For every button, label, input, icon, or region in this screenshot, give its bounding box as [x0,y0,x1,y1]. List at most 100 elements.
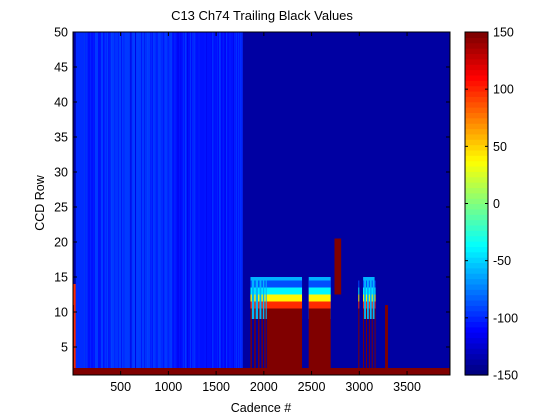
heatmap-cell [129,32,131,368]
colorbar-segment [465,246,488,253]
heatmap-cell [358,294,360,302]
heatmap-cell [155,32,157,368]
heatmap-cell [90,32,92,368]
heatmap-cell [374,308,376,375]
heatmap-cell [374,294,376,302]
y-tick-label: 50 [54,26,68,40]
colorbar-segment [465,353,488,360]
heatmap-cell [258,301,260,309]
heatmap-cell [371,280,373,288]
y-tick-label: 5 [61,341,68,355]
heatmap-cell [308,308,331,375]
heatmap-cell [250,287,252,295]
colorbar-segment [465,96,488,103]
heatmap-cell [368,301,370,309]
heatmap-cell [168,32,170,368]
heatmap-cell [258,294,260,302]
heatmap-cell [308,294,331,302]
y-tick-label: 40 [54,96,68,110]
y-axis-ticks: 5 10 15 20 25 30 35 40 45 50 [54,26,450,355]
y-tick-label: 35 [54,131,68,145]
heatmap-cell [254,308,256,375]
heatmap-cell [198,32,200,368]
colorbar-segment [465,219,488,226]
x-tick-label: 2000 [250,380,278,394]
heatmap-cell [204,32,206,368]
colorbar-segment [465,165,488,172]
heatmap-cell [123,32,124,368]
heatmap-cell [358,308,360,375]
heatmap-cell [365,287,367,295]
heatmap-cell [365,301,367,309]
colorbar-segment [465,305,488,312]
heatmap-cell [212,32,214,368]
colorbar-segment [465,90,488,97]
colorbar-segment [465,208,488,215]
heatmap-cell [234,32,236,368]
colorbar-segment [465,299,488,306]
heatmap-cell [170,32,172,368]
heatmap-cell [116,32,117,368]
colorbar-segment [465,187,488,194]
colorbar-segment [465,310,488,317]
heatmap-cell [374,301,376,309]
colorbar-segment [465,64,488,71]
heatmap-cell [261,301,263,309]
heatmap-cell [363,301,365,309]
heatmap-cell [146,32,148,368]
heatmap-cell [258,280,260,288]
heatmap-cell [371,308,373,375]
x-tick-label: 3000 [345,380,373,394]
heatmap-cell [184,32,186,368]
heatmap-cell [363,280,365,288]
colorbar-segment [465,149,488,156]
colorbar-segment [465,257,488,264]
heatmap-cell [254,280,256,288]
colorbar-segment [465,101,488,108]
heatmap-cell [194,32,196,368]
colorbar-segment [465,273,488,280]
heatmap-cell [308,287,331,295]
heatmap-cell [160,32,162,368]
heatmap-cell [167,32,169,368]
colorbar-segment [465,235,488,242]
heatmap-cell [73,305,75,368]
heatmap-cell [177,32,178,368]
y-tick-label: 30 [54,166,68,180]
colorbar-segment [465,198,488,205]
heatmap-cell [191,32,193,368]
heatmap-cell [254,301,256,309]
heatmap-cell [121,32,122,368]
colorbar-segment [465,53,488,60]
heatmap-cell [144,32,146,368]
heatmap-cell [266,301,303,309]
colorbar-segment [465,251,488,258]
heatmap-cell [365,308,367,375]
heatmap-cell [250,280,252,288]
heatmap-cell [358,301,360,309]
x-axis-label: Cadence # [231,401,292,415]
chart-title: C13 Ch74 Trailing Black Values [171,8,353,23]
heatmap-cell [334,238,342,295]
heatmap-cell [233,32,234,368]
y-axis-label: CCD Row [33,174,47,231]
heatmap-cell [219,32,221,368]
heatmap-cell [371,287,373,295]
heatmap-cell [254,287,256,295]
x-tick-label: 2500 [298,380,326,394]
heatmap-cell [183,32,184,368]
heatmap-cell [130,32,132,368]
heatmap-cell [165,32,167,368]
heatmap-cell [371,301,373,309]
colorbar-segment [465,32,488,38]
colorbar-segment [465,192,488,199]
heatmap-cell [131,32,133,368]
heatmap-cell [85,32,86,368]
heatmap-cell [363,308,365,375]
colorbar-segment [465,133,488,140]
heatmap-cell [185,32,187,368]
colorbar-segment [465,123,488,130]
colorbar-segment [465,37,488,44]
heatmap-cell [239,32,241,368]
